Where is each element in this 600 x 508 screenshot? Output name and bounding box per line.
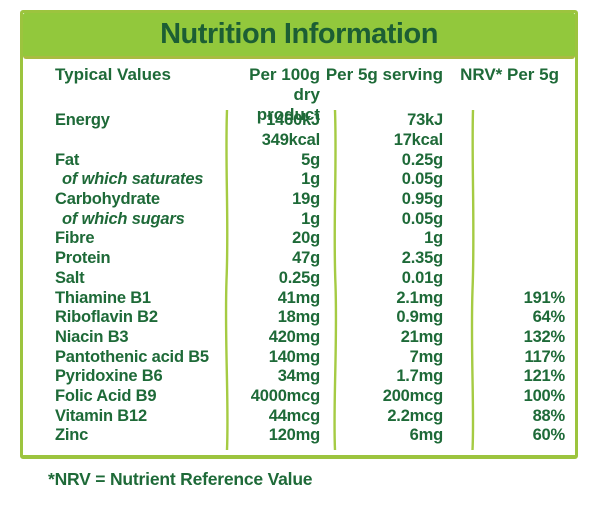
per-100g-value: 44mcg bbox=[268, 406, 320, 425]
column-separator-line bbox=[470, 110, 475, 450]
per-100g-value: 47g bbox=[292, 249, 320, 268]
row-label: Pyridoxine B6 bbox=[55, 367, 163, 386]
column-separator-line bbox=[224, 110, 229, 450]
row-label: Folic Acid B9 bbox=[55, 386, 157, 405]
column-header-nrv: NRV* Per 5g bbox=[460, 65, 559, 84]
nrv-value bbox=[443, 170, 565, 190]
per-5g-value: 0.25g bbox=[401, 150, 443, 169]
nrv-value bbox=[443, 190, 565, 210]
per-100g-value: 140mg bbox=[268, 347, 320, 366]
nrv-value: 121% bbox=[523, 367, 566, 386]
per-100g-value: 34mg bbox=[277, 367, 321, 386]
row-label: Riboflavin B2 bbox=[55, 308, 158, 327]
per-5g-value: 17kcal bbox=[393, 131, 443, 150]
column-separator-line bbox=[333, 110, 338, 450]
row-label: Zinc bbox=[55, 426, 89, 445]
per-5g-value: 2.35g bbox=[401, 249, 443, 268]
row-label: Protein bbox=[55, 249, 111, 268]
table-body: Energy 1460kJ 73kJ 349kcal 17kcal Fat 5g 0.25g o… bbox=[23, 111, 565, 446]
row-label: Fibre bbox=[55, 229, 95, 248]
page-title: Nutrition Information bbox=[160, 18, 438, 50]
per-100g-value: 420mg bbox=[268, 327, 320, 346]
per-5g-value: 0.9mg bbox=[396, 308, 443, 327]
per-5g-value: 73kJ bbox=[407, 111, 443, 130]
nrv-value bbox=[443, 150, 565, 170]
per-5g-value: 2.2mcg bbox=[387, 406, 443, 425]
per-5g-value: 6mg bbox=[409, 426, 444, 445]
nutrition-panel: Nutrition Information Typical Values Per… bbox=[20, 10, 578, 459]
row-label: Vitamin B12 bbox=[55, 406, 147, 425]
per-5g-value: 200mcg bbox=[382, 386, 443, 405]
per-100g-value: 1460kJ bbox=[266, 111, 320, 130]
column-header-per-5g: Per 5g serving bbox=[325, 65, 443, 84]
nrv-value bbox=[443, 229, 565, 249]
per-5g-value: 1.7mg bbox=[396, 367, 443, 386]
row-label: Niacin B3 bbox=[55, 327, 129, 346]
per-5g-value: 0.05g bbox=[401, 170, 443, 189]
nrv-value: 60% bbox=[532, 426, 566, 445]
nrv-value: 117% bbox=[524, 347, 566, 366]
nrv-value: 64% bbox=[532, 308, 566, 327]
title-banner: Nutrition Information bbox=[23, 13, 575, 59]
per-100g-value: 18mg bbox=[277, 308, 321, 327]
nrv-value: 191% bbox=[523, 288, 566, 307]
per-100g-value: 0.25g bbox=[278, 268, 320, 287]
row-label: of which saturates bbox=[62, 170, 204, 189]
per-5g-value: 2.1mg bbox=[396, 288, 443, 307]
per-100g-value: 19g bbox=[292, 190, 320, 209]
per-100g-value: 5g bbox=[301, 150, 320, 169]
row-label bbox=[23, 131, 227, 151]
per-5g-value: 1g bbox=[424, 229, 443, 248]
per-100g-value: 349kcal bbox=[261, 131, 320, 150]
column-header-per-100g: Per 100g dry product bbox=[227, 65, 320, 125]
row-label: of which sugars bbox=[62, 209, 185, 228]
column-header-per-100g-line2: dry product bbox=[256, 85, 320, 124]
per-5g-value: 0.05g bbox=[401, 209, 443, 228]
table-header-row: Typical Values Per 100g dry product Per … bbox=[23, 65, 565, 125]
per-100g-value: 20g bbox=[292, 229, 320, 248]
nutrition-table: Typical Values Per 100g dry product Per … bbox=[23, 59, 575, 455]
column-header-typical-values: Typical Values bbox=[55, 65, 171, 84]
per-100g-value: 120mg bbox=[268, 426, 320, 445]
nrv-value bbox=[443, 131, 565, 151]
per-5g-value: 21mg bbox=[400, 327, 444, 346]
column-header-per-100g-line1: Per 100g bbox=[249, 65, 320, 84]
per-5g-value: 7mg bbox=[409, 347, 444, 366]
nrv-footnote: *NRV = Nutrient Reference Value bbox=[48, 469, 313, 489]
row-label: Salt bbox=[55, 268, 85, 287]
per-5g-value: 0.01g bbox=[401, 268, 443, 287]
row-label: Fat bbox=[55, 150, 80, 169]
per-5g-value: 0.95g bbox=[401, 190, 443, 209]
nrv-value bbox=[443, 209, 565, 229]
row-label: Energy bbox=[55, 111, 110, 130]
nrv-value: 132% bbox=[523, 327, 566, 346]
row-label: Carbohydrate bbox=[55, 190, 160, 209]
nrv-value: 88% bbox=[532, 406, 566, 425]
row-label: Pantothenic acid B5 bbox=[55, 347, 209, 366]
per-100g-value: 1g bbox=[301, 209, 320, 228]
nrv-value: 100% bbox=[523, 386, 566, 405]
per-100g-value: 41mg bbox=[277, 288, 321, 307]
per-100g-value: 4000mcg bbox=[250, 386, 320, 405]
per-100g-value: 1g bbox=[301, 170, 320, 189]
nrv-value bbox=[443, 269, 565, 289]
row-label: Thiamine B1 bbox=[55, 288, 151, 307]
nrv-value bbox=[443, 111, 565, 131]
nrv-value bbox=[443, 249, 565, 269]
